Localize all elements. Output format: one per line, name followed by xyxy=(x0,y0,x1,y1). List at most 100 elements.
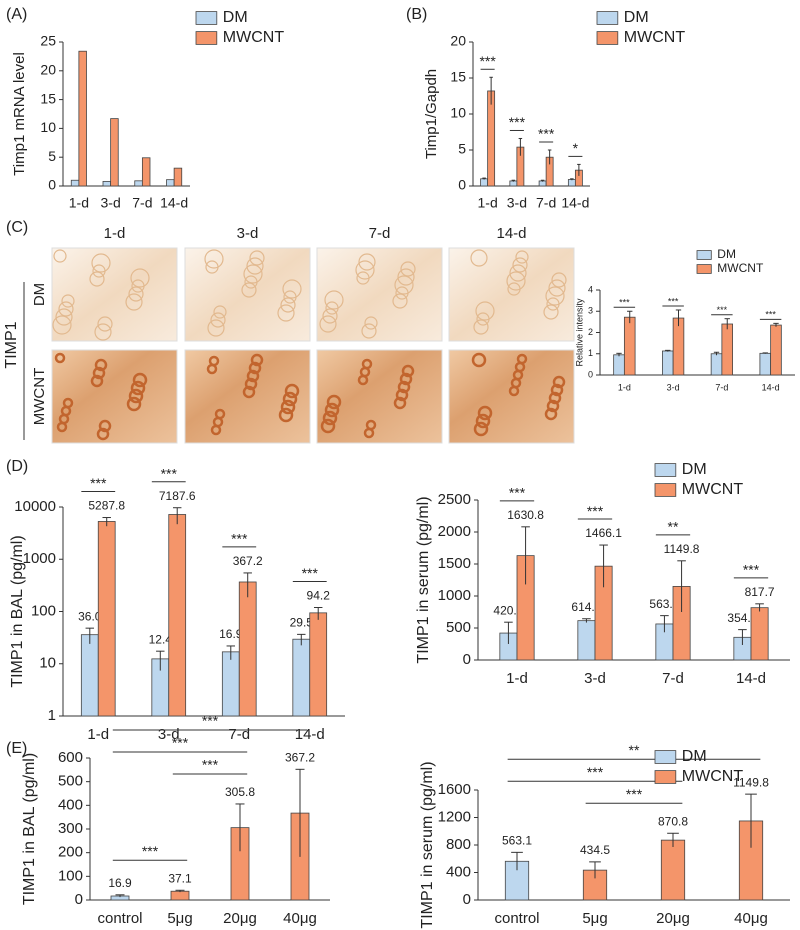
bar xyxy=(70,179,80,187)
legend-swatch xyxy=(654,463,677,477)
tissue-spot xyxy=(545,286,565,306)
x-tick-label: 14-d xyxy=(160,195,188,211)
x-tick-label: 1-d xyxy=(478,195,498,211)
micrograph xyxy=(51,349,178,444)
bar xyxy=(567,179,576,187)
bracket-label: ** xyxy=(629,742,640,758)
y-tick-label: 3 xyxy=(588,306,593,316)
y-axis-label: TIMP1 in serum (pg/ml) xyxy=(419,761,436,928)
bar xyxy=(97,521,116,717)
tissue-spot xyxy=(395,388,409,402)
tissue-spot xyxy=(61,294,75,308)
tissue-spot xyxy=(248,361,262,375)
y-tick-label: 500 xyxy=(446,619,471,636)
y-tick-label: 600 xyxy=(58,749,83,766)
tissue-spot xyxy=(394,275,414,295)
tissue-spot xyxy=(282,279,302,299)
x-tick-label: 14-d xyxy=(561,195,589,211)
tissue-spot xyxy=(324,290,344,310)
x-tick-label: 20μg xyxy=(656,910,690,927)
stain-label: TIMP1 xyxy=(3,321,20,368)
legend-label: MWCNT xyxy=(682,481,744,498)
x-tick-label: control xyxy=(97,910,142,927)
value-label: 1466.1 xyxy=(585,526,622,540)
bracket-label: *** xyxy=(626,786,643,802)
value-label: 29.5 xyxy=(290,616,314,630)
value-label: 354.6 xyxy=(727,611,757,625)
tissue-spot xyxy=(280,399,296,415)
bar xyxy=(166,179,175,187)
x-tick-label: 7-d xyxy=(228,726,250,743)
tissue-spot xyxy=(361,358,373,370)
micrograph xyxy=(448,349,575,444)
value-label: 1149.8 xyxy=(664,542,700,556)
tissue-spot xyxy=(280,297,296,313)
tissue-spot xyxy=(397,268,415,286)
y-tick-label: 500 xyxy=(58,773,83,790)
chart: TIMP1 in serum (pg/ml) 0 400 800 1200 1600 con… xyxy=(419,742,790,929)
value-label: 1149.8 xyxy=(733,775,769,789)
bracket-label: *** xyxy=(202,757,219,773)
tissue-spot xyxy=(546,399,560,413)
tissue-spot xyxy=(551,272,567,288)
bar xyxy=(623,316,636,376)
tissue-spot xyxy=(477,405,493,421)
x-tick-label: 3-d xyxy=(667,382,680,392)
tissue-spot xyxy=(92,366,106,380)
y-tick-label: 10 xyxy=(450,105,466,121)
tissue-spot xyxy=(249,250,265,266)
y-tick-label: 1200 xyxy=(438,808,471,825)
y-tick-label: 100 xyxy=(31,602,56,619)
legend-swatch xyxy=(696,250,712,260)
tissue-spot xyxy=(322,308,338,324)
bar xyxy=(292,638,311,717)
significance-label: *** xyxy=(231,531,248,547)
tissue-spot xyxy=(130,268,150,288)
y-tick-label: 1500 xyxy=(438,555,471,572)
tissue-spot xyxy=(128,388,144,404)
tissue-spot xyxy=(250,353,264,367)
legend-swatch xyxy=(654,750,677,764)
tissue-spot xyxy=(90,374,104,388)
y-tick-label: 10000 xyxy=(14,498,56,515)
legend-swatch xyxy=(654,483,677,497)
bar xyxy=(309,612,328,717)
value-label: 7187.6 xyxy=(159,489,196,503)
y-tick-label: 1 xyxy=(588,348,593,358)
y-tick-label: 2500 xyxy=(438,491,471,508)
tissue-spot xyxy=(246,369,260,383)
tissue-spot xyxy=(475,413,491,429)
bracket-label: *** xyxy=(172,735,189,751)
significance-label: *** xyxy=(90,475,107,491)
legend-label: DM xyxy=(682,748,707,765)
tissue-spot xyxy=(322,410,338,426)
tissue-spot xyxy=(475,301,495,321)
bar xyxy=(141,157,151,187)
y-tick-label: 400 xyxy=(58,796,83,813)
value-label: 16.9 xyxy=(108,876,132,890)
x-tick-label: 20μg xyxy=(223,910,257,927)
y-tick-label: 1600 xyxy=(438,781,471,798)
tissue-spot xyxy=(365,419,377,431)
bar xyxy=(238,581,257,717)
x-tick-label: 1-d xyxy=(618,382,631,392)
tissue-spot xyxy=(319,315,337,333)
x-tick-label: 7-d xyxy=(536,195,556,211)
tissue-spot xyxy=(89,271,105,287)
tissue-spot xyxy=(506,271,526,291)
y-axis-label: Relative intensity xyxy=(574,298,584,367)
tissue-spot xyxy=(53,249,67,263)
x-tick-label: 40μg xyxy=(734,910,768,927)
x-tick-label: 7-d xyxy=(132,195,152,211)
value-label: 434.5 xyxy=(580,843,610,857)
tissue-spot xyxy=(62,397,74,409)
y-tick-label: 200 xyxy=(58,844,83,861)
tissue-spot xyxy=(125,293,143,311)
tissue-spot xyxy=(54,352,66,364)
bar xyxy=(660,839,686,901)
y-tick-label: 1 xyxy=(48,707,56,724)
tissue-spot xyxy=(214,408,226,420)
y-axis-label: Timp1/Gapdh xyxy=(423,69,440,159)
value-label: 12.4 xyxy=(149,632,173,646)
